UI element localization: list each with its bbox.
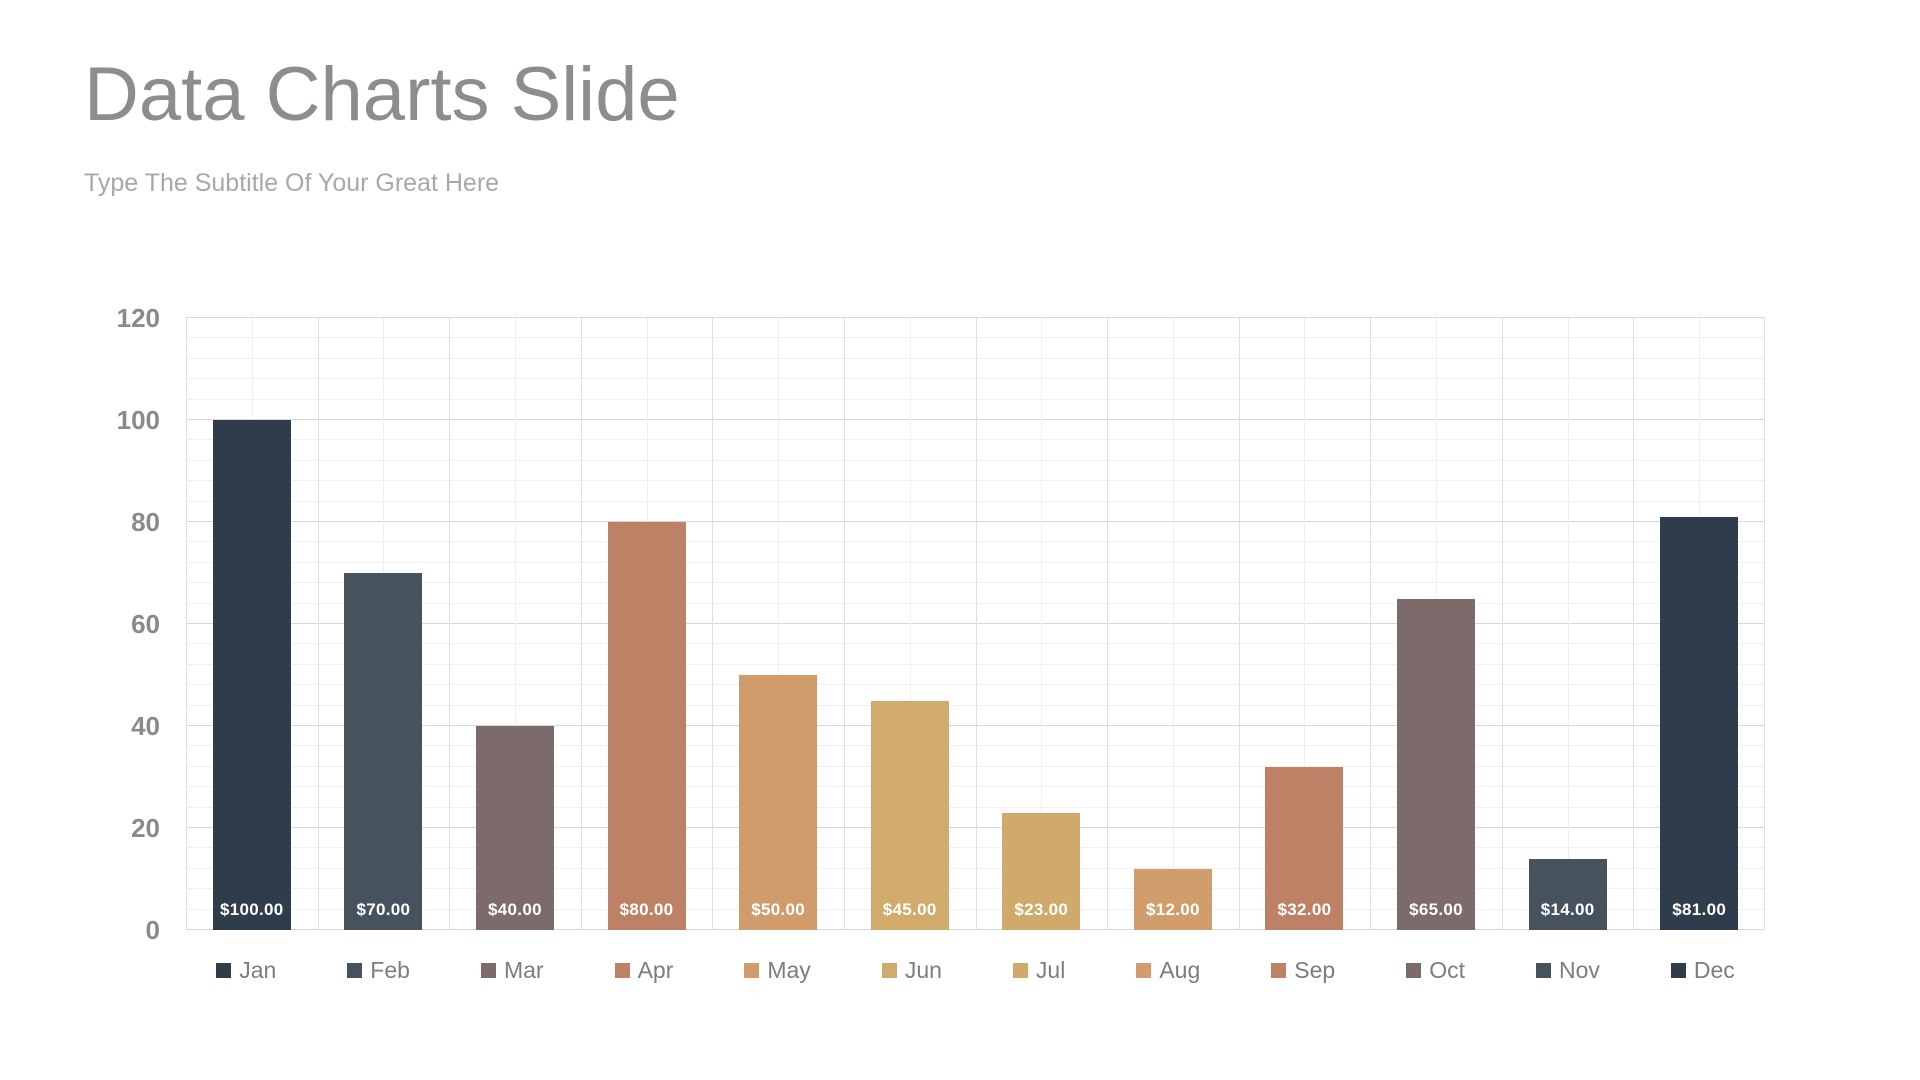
vertical-minor-gridline xyxy=(514,318,516,930)
plot-area: $100.00 $70.00 $40.00 $80.00 $50.00 $45.00 $23… xyxy=(186,317,1765,930)
bar-value-label: $100.00 xyxy=(220,900,284,919)
vertical-major-gridline xyxy=(580,318,582,930)
legend-item-apr: Apr xyxy=(614,956,674,984)
legend-swatch xyxy=(480,962,496,978)
bar-value-label: $80.00 xyxy=(619,900,674,919)
vertical-major-gridline xyxy=(1107,318,1109,930)
y-axis-tick-100: 100 xyxy=(116,405,160,435)
bar-value-label: $50.00 xyxy=(751,900,806,919)
vertical-major-gridline xyxy=(1501,318,1503,930)
legend-swatch xyxy=(744,962,760,978)
legend-label: Oct xyxy=(1429,956,1465,983)
bar-nov: $14.00 xyxy=(1528,858,1607,930)
legend-swatch xyxy=(347,962,363,978)
legend-item-dec: Dec xyxy=(1670,956,1735,984)
vertical-major-gridline xyxy=(712,318,714,930)
legend-label: Nov xyxy=(1558,956,1600,983)
y-axis-tick-0: 0 xyxy=(145,915,160,945)
legend-swatch xyxy=(1535,962,1551,978)
vertical-major-gridline xyxy=(975,318,977,930)
y-axis-tick-120: 120 xyxy=(116,303,160,333)
bar-series: $100.00 $70.00 $40.00 $80.00 $50.00 $45.00 $23… xyxy=(186,318,1765,930)
vertical-major-gridline xyxy=(1633,318,1635,930)
y-axis-tick-80: 80 xyxy=(131,507,160,537)
chart-legend: Jan Feb Mar Apr May Jun Jul Aug Sep Oct Nov Dec xyxy=(186,953,1765,987)
y-axis-tick-20: 20 xyxy=(131,813,160,843)
bar-jun: $45.00 xyxy=(870,700,949,930)
vertical-minor-gridline xyxy=(1041,318,1043,930)
legend-swatch xyxy=(1012,962,1028,978)
bar-dec: $81.00 xyxy=(1660,516,1739,930)
bar-value-label: $65.00 xyxy=(1409,900,1463,919)
y-axis: 0 20 40 60 80 100 120 xyxy=(0,303,160,945)
legend-swatch xyxy=(1271,962,1287,978)
vertical-major-gridline xyxy=(1238,318,1240,930)
bar-apr: $80.00 xyxy=(607,522,686,930)
bar-jul: $23.00 xyxy=(1002,812,1081,930)
bar-value-label: $14.00 xyxy=(1540,900,1595,919)
legend-swatch xyxy=(614,962,630,978)
bar-value-label: $70.00 xyxy=(356,900,411,919)
bar-value-label: $81.00 xyxy=(1672,900,1727,919)
vertical-major-gridline xyxy=(317,318,319,930)
bar-sep: $32.00 xyxy=(1265,766,1344,930)
horizontal-major-gridline xyxy=(186,317,1765,318)
vertical-major-gridline xyxy=(1764,318,1765,930)
bar-value-label: $23.00 xyxy=(1014,900,1069,919)
legend-item-mar: Mar xyxy=(480,956,544,984)
bar-mar: $40.00 xyxy=(475,726,554,930)
legend-item-nov: Nov xyxy=(1535,956,1600,984)
vertical-minor-gridline xyxy=(1172,318,1174,930)
legend-label: Sep xyxy=(1294,956,1336,983)
legend-swatch xyxy=(1406,962,1422,978)
vertical-minor-gridline xyxy=(909,318,911,930)
bar-may: $50.00 xyxy=(739,675,818,930)
legend-label: Aug xyxy=(1159,956,1201,983)
legend-label: May xyxy=(767,956,811,983)
legend-label: Feb xyxy=(370,956,410,983)
legend-label: Jul xyxy=(1035,956,1066,983)
legend-swatch xyxy=(881,962,897,978)
legend-label: Mar xyxy=(503,956,544,983)
vertical-minor-gridline xyxy=(1304,318,1306,930)
legend-item-may: May xyxy=(744,956,811,984)
bar-value-label: $45.00 xyxy=(882,900,937,919)
legend-label: Dec xyxy=(1693,956,1735,983)
y-axis-tick-40: 40 xyxy=(131,711,160,741)
vertical-minor-gridline xyxy=(778,318,780,930)
legend-swatch xyxy=(1136,962,1152,978)
vertical-major-gridline xyxy=(843,318,845,930)
legend-item-jun: Jun xyxy=(881,956,942,984)
legend-item-oct: Oct xyxy=(1406,957,1465,984)
y-axis-tick-60: 60 xyxy=(131,609,160,639)
legend-item-jan: Jan xyxy=(216,957,276,984)
slide-subtitle: Type The Subtitle Of Your Great Here xyxy=(84,169,500,197)
legend-item-aug: Aug xyxy=(1136,957,1200,984)
bar-value-label: $12.00 xyxy=(1145,900,1200,919)
vertical-minor-gridline xyxy=(1567,318,1569,930)
bar-aug: $12.00 xyxy=(1133,868,1212,930)
legend-label: Apr xyxy=(637,956,674,983)
legend-item-jul: Jul xyxy=(1012,956,1066,984)
bar-value-label: $32.00 xyxy=(1277,900,1332,919)
vertical-major-gridline xyxy=(186,318,187,930)
legend-swatch xyxy=(1670,962,1686,978)
legend-swatch xyxy=(216,962,232,978)
vertical-major-gridline xyxy=(1370,318,1372,930)
legend-label: Jan xyxy=(239,956,277,983)
slide-title: Data Charts Slide xyxy=(84,52,680,137)
bar-oct: $65.00 xyxy=(1397,598,1476,930)
legend-label: Jun xyxy=(904,956,942,983)
vertical-major-gridline xyxy=(449,318,451,930)
legend-item-feb: Feb xyxy=(347,957,410,984)
bar-feb: $70.00 xyxy=(344,573,423,930)
bar-jan: $100.00 xyxy=(212,420,291,930)
bar-value-label: $40.00 xyxy=(488,900,542,919)
legend-item-sep: Sep xyxy=(1271,957,1335,984)
